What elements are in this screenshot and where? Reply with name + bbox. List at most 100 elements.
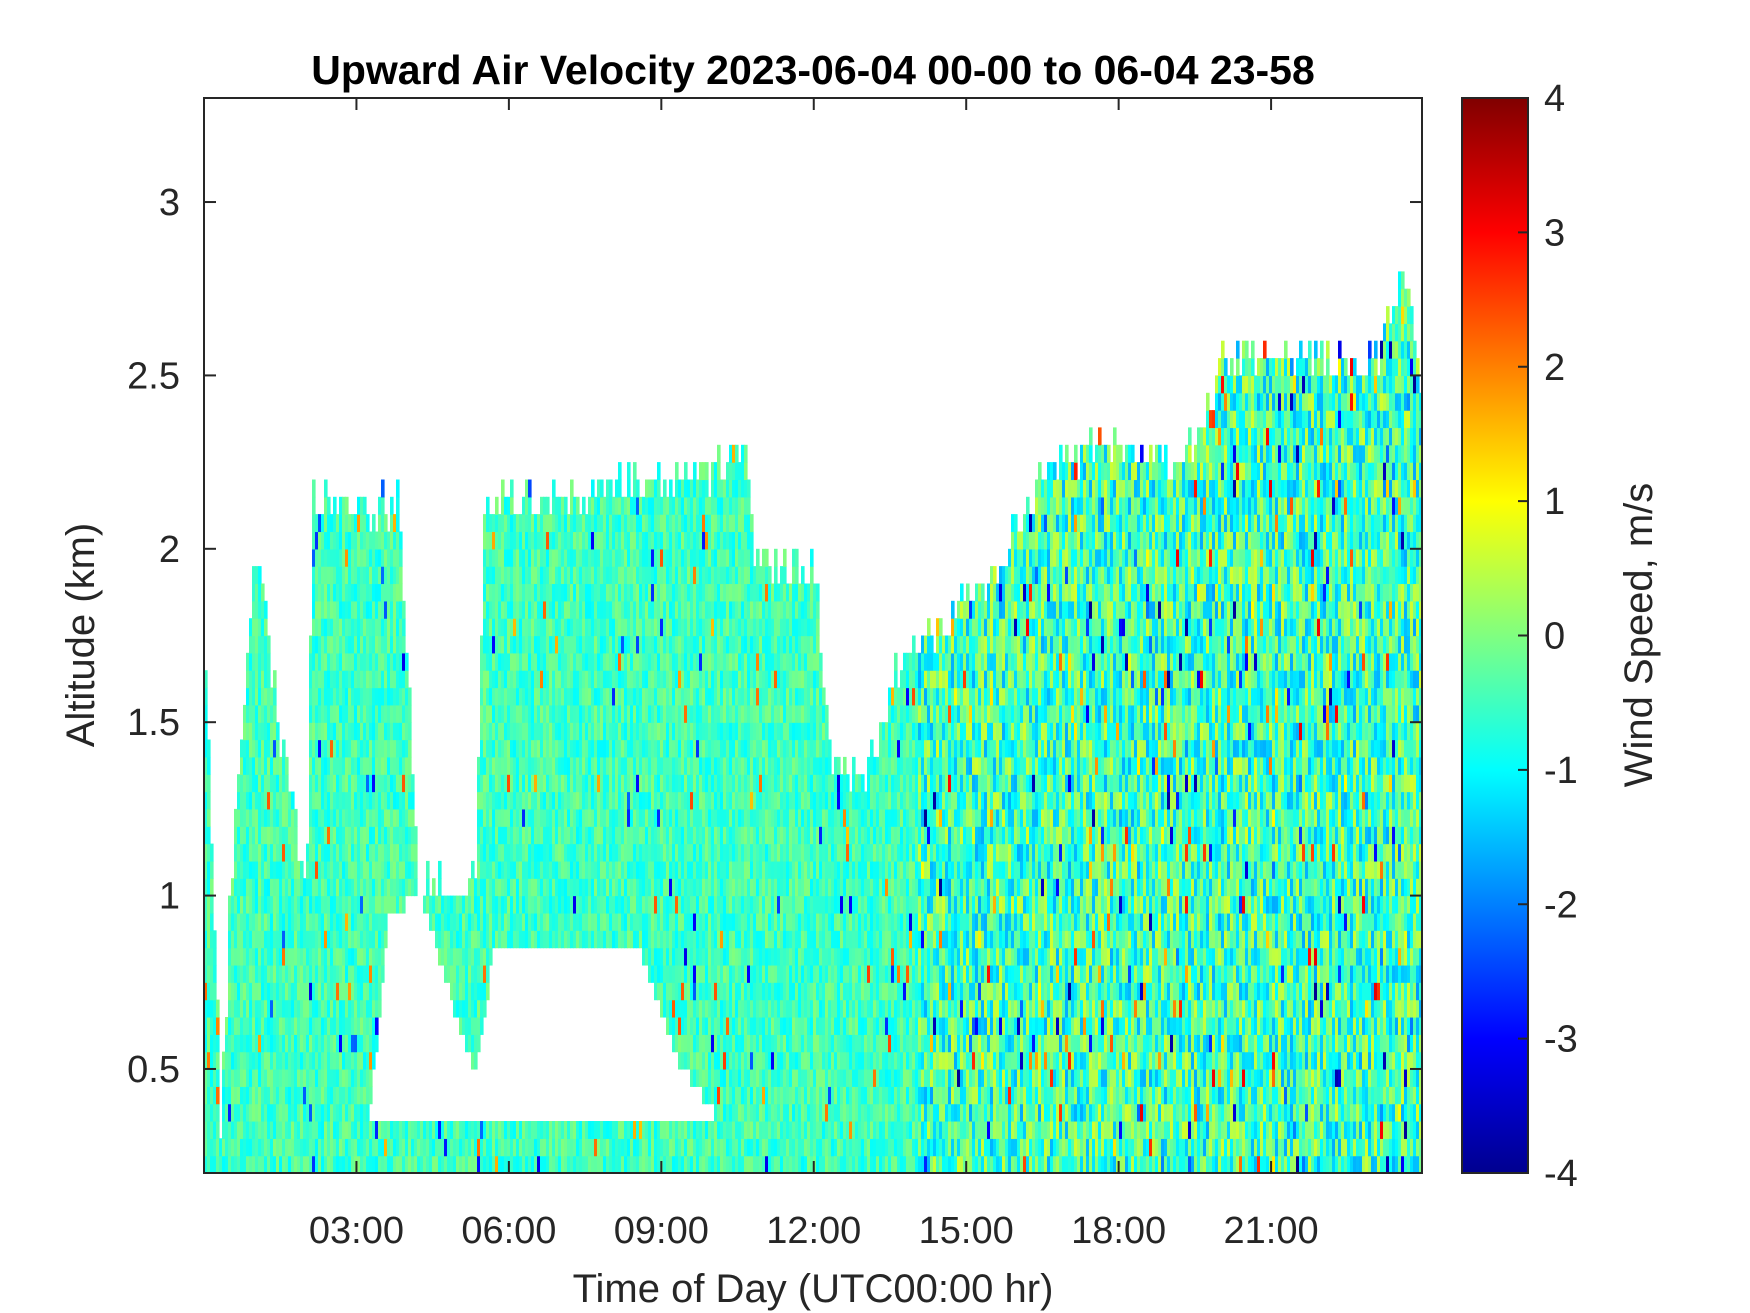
heatmap-cell: [630, 722, 634, 741]
heatmap-cell: [279, 1103, 283, 1122]
heatmap-cell: [324, 618, 328, 637]
heatmap-cell: [534, 826, 538, 845]
heatmap-cell: [510, 670, 514, 689]
heatmap-cell: [570, 860, 574, 879]
heatmap-cell: [540, 774, 544, 793]
heatmap-cell: [528, 808, 532, 827]
heatmap-cell: [306, 999, 310, 1018]
heatmap-cell: [540, 600, 544, 619]
heatmap-cell: [318, 860, 322, 879]
heatmap-cell: [489, 670, 493, 689]
heatmap-cell: [234, 982, 238, 1001]
heatmap-cell: [579, 826, 583, 845]
heatmap-cell: [351, 895, 355, 914]
heatmap-cell: [591, 739, 595, 758]
heatmap-cell: [360, 860, 364, 879]
heatmap-cell: [243, 1051, 247, 1070]
heatmap-cell: [516, 514, 520, 533]
heatmap-cell: [552, 687, 556, 706]
heatmap-cell: [612, 583, 616, 602]
heatmap-cell: [330, 670, 334, 689]
heatmap-cell: [576, 808, 580, 827]
heatmap-cell: [597, 791, 601, 810]
heatmap-cell: [549, 704, 553, 723]
heatmap-cell: [252, 704, 256, 723]
heatmap-cell: [255, 583, 259, 602]
heatmap-cell: [489, 618, 493, 637]
heatmap-cell: [357, 583, 361, 602]
heatmap-cell: [207, 774, 211, 793]
heatmap-cell: [570, 583, 574, 602]
heatmap-cell: [345, 999, 349, 1018]
heatmap-cell: [348, 635, 352, 654]
heatmap-cell: [495, 531, 499, 550]
heatmap-cell: [357, 1034, 361, 1053]
heatmap-cell: [579, 618, 583, 637]
heatmap-cell: [315, 687, 319, 706]
heatmap-cell: [279, 912, 283, 931]
heatmap-cell: [354, 704, 358, 723]
heatmap-cell: [339, 722, 343, 741]
heatmap-cell: [267, 912, 271, 931]
heatmap-cell: [525, 566, 529, 585]
heatmap-cell: [639, 704, 643, 723]
heatmap-cell: [651, 808, 655, 827]
heatmap-cell: [516, 722, 520, 741]
heatmap-cell: [480, 774, 484, 793]
heatmap-cell: [480, 1017, 484, 1035]
heatmap-cell: [594, 808, 598, 827]
heatmap-cell: [291, 860, 295, 879]
heatmap-cell: [321, 860, 325, 879]
heatmap-cell: [537, 722, 541, 741]
heatmap-cell: [297, 1121, 301, 1139]
heatmap-cell: [570, 791, 574, 810]
heatmap-cell: [546, 1138, 550, 1157]
heatmap-cell: [333, 739, 337, 758]
heatmap-cell: [384, 791, 388, 810]
heatmap-cell: [282, 739, 286, 758]
heatmap-cell: [327, 826, 331, 845]
heatmap-cell: [483, 722, 487, 741]
heatmap-cell: [336, 1155, 340, 1173]
heatmap-cell: [480, 860, 484, 879]
heatmap-cell: [621, 583, 625, 602]
heatmap-cell: [498, 722, 502, 741]
heatmap-cell: [591, 704, 595, 723]
heatmap-cell: [336, 774, 340, 793]
heatmap-cell: [369, 1138, 373, 1157]
heatmap-cell: [390, 652, 394, 671]
heatmap-cell: [213, 999, 217, 1018]
heatmap-cell: [339, 548, 343, 567]
heatmap-cell: [234, 964, 238, 983]
heatmap-cell: [384, 618, 388, 637]
heatmap-cell: [336, 722, 340, 741]
heatmap-cell: [258, 618, 262, 637]
heatmap-cell: [243, 1017, 247, 1035]
heatmap-cell: [543, 618, 547, 637]
heatmap-cell: [378, 548, 382, 567]
heatmap-cell: [327, 704, 331, 723]
heatmap-cell: [642, 687, 646, 706]
heatmap-cell: [264, 756, 268, 775]
heatmap-cell: [435, 930, 439, 949]
heatmap-cell: [465, 982, 469, 1001]
heatmap-cell: [624, 704, 628, 723]
heatmap-cell: [342, 878, 346, 897]
heatmap-cell: [483, 947, 487, 966]
heatmap-cell: [249, 1086, 253, 1105]
heatmap-cell: [579, 722, 583, 741]
heatmap-cell: [309, 1069, 313, 1087]
heatmap-cell: [261, 826, 265, 845]
heatmap-cell: [636, 791, 640, 810]
heatmap-cell: [273, 1034, 277, 1053]
heatmap-cell: [372, 652, 376, 671]
heatmap-cell: [570, 1121, 574, 1139]
heatmap-cell: [654, 722, 658, 741]
heatmap-cell: [297, 999, 301, 1018]
plot-area: [204, 271, 1422, 1173]
heatmap-cell: [393, 531, 397, 550]
heatmap-cell: [321, 964, 325, 983]
heatmap-cell: [591, 895, 595, 914]
heatmap-cell: [354, 964, 358, 983]
heatmap-cell: [576, 860, 580, 879]
